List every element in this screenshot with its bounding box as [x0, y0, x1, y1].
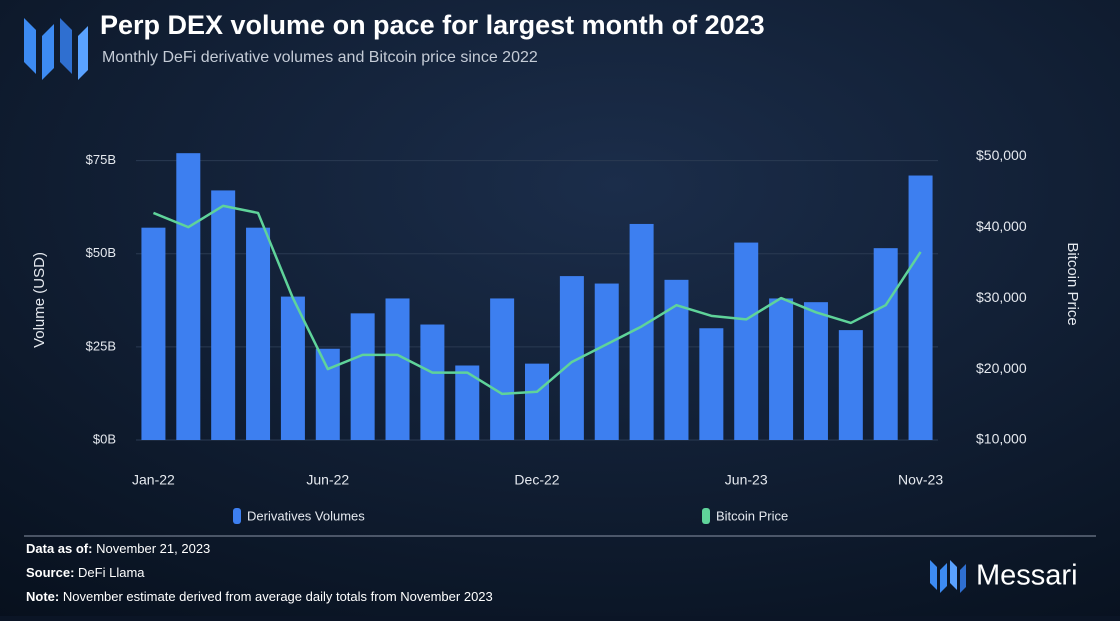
bar: [873, 248, 898, 440]
x-tick-label: Dec-22: [514, 472, 559, 488]
x-tick-label: Jun-22: [306, 472, 349, 488]
bar: [629, 223, 654, 440]
y2-axis-label: Bitcoin Price: [1064, 242, 1081, 325]
y2-tick-label: $30,000: [976, 289, 1027, 305]
brand-logo: [930, 560, 966, 593]
bar: [280, 296, 305, 440]
legend-swatch: [702, 508, 710, 524]
bar: [525, 363, 549, 440]
x-tick-label: Jun-23: [725, 472, 768, 488]
footer-note: Note: November estimate derived from ave…: [26, 589, 493, 604]
bar: [211, 190, 236, 440]
legend-label: Derivatives Volumes: [247, 508, 365, 523]
bar: [490, 298, 515, 440]
legend-swatch: [233, 508, 241, 524]
y-tick-label: $0B: [93, 431, 116, 446]
bar: [699, 328, 724, 440]
chart-title: Perp DEX volume on pace for largest mont…: [100, 10, 765, 40]
bar: [385, 298, 410, 440]
y-axis-label: Volume (USD): [31, 252, 48, 348]
bar: [838, 330, 863, 440]
footer-source-label: Source:: [26, 565, 74, 580]
bar: [664, 279, 689, 440]
footer-source: Source: DeFi Llama: [26, 565, 145, 580]
bar: [803, 302, 828, 440]
bar: [769, 298, 794, 440]
bar: [734, 242, 759, 440]
x-tick-label: Nov-23: [898, 472, 943, 488]
x-tick-label: Jan-22: [132, 472, 175, 488]
footer-source-value: DeFi Llama: [78, 565, 145, 580]
footer-date-value: November 21, 2023: [96, 541, 210, 556]
bar: [350, 313, 375, 440]
logo: [24, 18, 88, 80]
y-tick-label: $50B: [86, 245, 116, 260]
bar: [246, 227, 271, 440]
chart-subtitle: Monthly DeFi derivative volumes and Bitc…: [102, 49, 538, 66]
bar: [420, 324, 445, 440]
y-tick-label: $75B: [86, 152, 116, 167]
bar: [908, 175, 933, 440]
y2-tick-label: $10,000: [976, 431, 1027, 447]
footer-note-label: Note:: [26, 589, 59, 604]
bar: [176, 153, 201, 441]
footer-date-label: Data as of:: [26, 541, 92, 556]
brand-name: Messari: [976, 560, 1078, 592]
footer-date: Data as of: November 21, 2023: [26, 541, 210, 556]
bar: [141, 227, 166, 440]
legend-label: Bitcoin Price: [716, 508, 788, 523]
y2-tick-label: $20,000: [976, 360, 1027, 376]
y2-tick-label: $40,000: [976, 218, 1027, 234]
line: [152, 204, 922, 396]
footer-note-value: November estimate derived from average d…: [63, 589, 493, 604]
bar: [594, 283, 619, 440]
y2-tick-label: $50,000: [976, 147, 1027, 163]
bar: [315, 348, 340, 440]
y-tick-label: $25B: [86, 338, 116, 353]
